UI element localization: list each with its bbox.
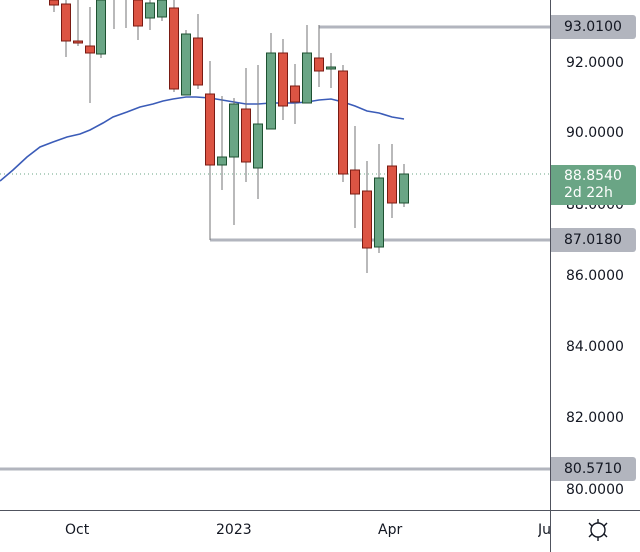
candle-down — [278, 52, 288, 107]
candle-up — [399, 173, 409, 204]
candle-up — [326, 66, 336, 70]
price-axis-label: 92.0000 — [566, 55, 624, 71]
price-axis-label: 84.0000 — [566, 339, 624, 355]
candle-down — [338, 70, 348, 175]
last-price-badge: 88.8540 2d 22h — [551, 165, 636, 205]
level-badge-mid: 87.0180 — [551, 228, 636, 252]
price-axis-border — [550, 0, 551, 552]
level-badge-low: 80.5710 — [551, 457, 636, 481]
candle-down — [350, 169, 360, 195]
price-axis-label: 86.0000 — [566, 268, 624, 284]
candle-down — [362, 190, 372, 249]
time-axis-border — [0, 510, 640, 511]
candle-up — [374, 177, 384, 248]
candle-down — [193, 37, 203, 86]
candle-down — [49, 0, 59, 6]
candle-up — [302, 52, 312, 104]
candle-down — [205, 93, 215, 166]
candle-up — [253, 123, 263, 169]
candle-down — [387, 165, 397, 204]
candle-down — [133, 0, 143, 27]
time-axis-label: Oct — [65, 522, 90, 538]
candle-down — [85, 45, 95, 54]
candle-down — [290, 85, 300, 103]
price-chart-plot[interactable] — [0, 0, 551, 510]
candle-up — [96, 0, 106, 55]
candle-down — [73, 40, 83, 44]
candle-up — [145, 2, 155, 19]
level-badge-high: 93.0100 — [551, 15, 636, 39]
candle-down — [314, 57, 324, 72]
price-axis-label: 90.0000 — [566, 125, 624, 141]
last-price-value: 88.8540 — [564, 168, 622, 184]
price-axis-label: 80.0000 — [566, 482, 624, 498]
time-axis-label: Apr — [378, 522, 403, 538]
candle-down — [169, 7, 179, 90]
candle-up — [217, 156, 227, 166]
bar-countdown: 2d 22h — [564, 185, 613, 201]
price-axis-label: 82.0000 — [566, 410, 624, 426]
candle-up — [181, 33, 191, 96]
candle-up — [157, 0, 167, 18]
moving-average-line — [0, 96, 405, 182]
candle-up — [229, 103, 239, 158]
time-axis-label: 2023 — [216, 522, 252, 538]
time-axis-label: Ju — [538, 522, 550, 538]
settings-icon[interactable] — [586, 518, 610, 542]
candle-up — [266, 52, 276, 130]
candle-down — [61, 3, 71, 42]
candle-down — [241, 108, 251, 163]
